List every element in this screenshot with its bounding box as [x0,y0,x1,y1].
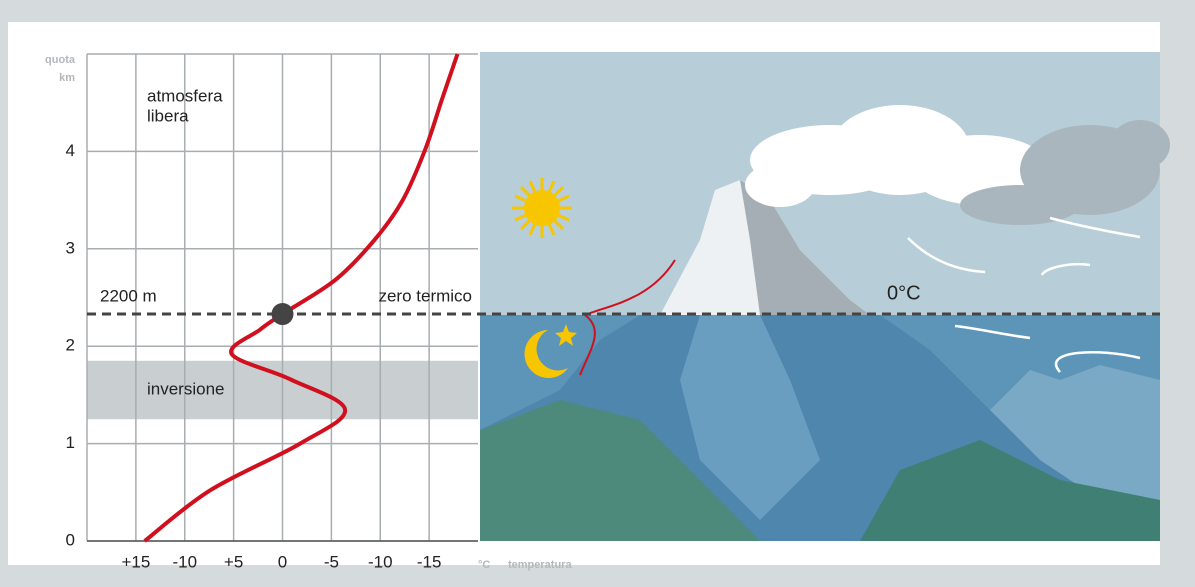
x-tick-label: +5 [224,552,243,571]
annotation: libera [147,106,189,125]
x-tick-label: +15 [121,552,150,571]
x-tick-label: -15 [417,552,442,571]
x-tick-label: -10 [368,552,393,571]
y-axis-label: km [59,72,75,84]
y-tick-label: 0 [66,530,75,549]
y-tick-label: 4 [66,141,75,160]
annotation: atmosfera [147,86,223,105]
y-tick-label: 2 [66,336,75,355]
reference-label: 2200 m [100,287,157,306]
illustration [480,52,1170,541]
band-label: inversione [147,380,225,399]
y-tick-label: 3 [66,238,75,257]
reference-right-text: 0°C [887,282,921,304]
y-axis-label: quota [45,54,76,66]
x-tick-label: 0 [278,552,287,571]
reference-text: zero termico [378,287,472,306]
x-tick-label: -5 [324,552,339,571]
temperature-curve [143,53,460,543]
y-tick-label: 1 [66,433,75,452]
x-tick-label: -10 [172,552,197,571]
x-axis-label: °C [478,559,490,571]
x-axis-label: temperatura [508,559,572,571]
reference-point [271,303,294,326]
